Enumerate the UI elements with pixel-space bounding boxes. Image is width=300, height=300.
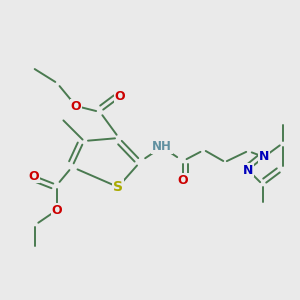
Text: O: O xyxy=(115,91,125,103)
Text: NH: NH xyxy=(152,140,172,154)
Text: N: N xyxy=(259,151,269,164)
Text: O: O xyxy=(71,100,81,112)
Text: O: O xyxy=(29,169,39,182)
Text: O: O xyxy=(52,203,62,217)
Text: O: O xyxy=(178,173,188,187)
Text: N: N xyxy=(243,164,253,176)
Text: S: S xyxy=(113,180,123,194)
